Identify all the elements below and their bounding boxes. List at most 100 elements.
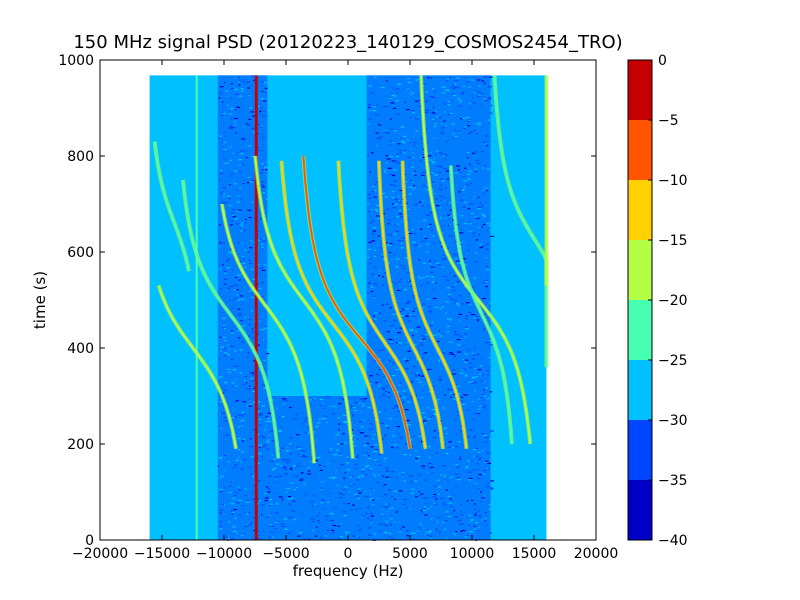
noise-speck (370, 446, 374, 448)
noise-speck (484, 441, 487, 443)
noise-speck (266, 448, 270, 450)
noise-speck (485, 485, 490, 487)
noise-speck (265, 349, 270, 351)
noise-speck (284, 472, 287, 475)
noise-speck (484, 205, 486, 207)
noise-speck (474, 168, 477, 170)
plot-area (99, 59, 597, 542)
noise-speck (354, 445, 357, 447)
noise-speck (250, 456, 255, 458)
noise-speck (376, 373, 378, 375)
noise-speck (489, 188, 492, 190)
noise-speck (332, 460, 335, 462)
noise-speck (385, 520, 387, 522)
noise-speck (420, 509, 422, 511)
noise-speck (450, 396, 453, 398)
noise-speck (222, 264, 224, 266)
noise-speck (422, 420, 427, 422)
noise-speck (451, 447, 455, 449)
noise-speck (246, 82, 248, 84)
noise-speck (472, 97, 474, 99)
noise-speck (307, 538, 311, 540)
noise-speck (230, 83, 233, 85)
noise-speck (331, 532, 335, 534)
noise-speck (300, 472, 304, 474)
noise-speck (428, 468, 431, 470)
noise-speck (464, 361, 468, 363)
noise-speck (346, 534, 349, 536)
noise-speck (312, 505, 314, 507)
noise-speck (468, 362, 472, 364)
noise-speck (476, 319, 480, 321)
noise-speck (286, 462, 290, 464)
noise-speck (227, 537, 231, 539)
noise-speck (389, 243, 393, 245)
noise-speck (225, 162, 229, 164)
noise-speck (283, 518, 288, 520)
noise-speck (394, 217, 396, 219)
noise-speck (266, 491, 271, 493)
noise-speck (361, 405, 365, 407)
noise-speck (424, 479, 428, 481)
noise-speck (382, 395, 386, 397)
noise-speck (226, 354, 230, 356)
noise-speck (289, 443, 293, 445)
noise-speck (232, 216, 236, 218)
noise-speck (355, 422, 357, 424)
noise-speck (440, 132, 445, 134)
noise-speck (415, 457, 418, 459)
noise-speck (285, 396, 287, 398)
noise-speck (478, 515, 482, 517)
noise-speck (223, 504, 226, 506)
noise-speck (474, 512, 478, 514)
noise-speck (361, 515, 365, 517)
noise-speck (384, 506, 389, 508)
noise-speck (457, 97, 460, 99)
noise-speck (328, 538, 330, 540)
noise-speck (378, 464, 382, 466)
noise-speck (452, 252, 455, 255)
noise-speck (458, 99, 462, 101)
noise-speck (261, 240, 266, 242)
noise-speck (395, 369, 400, 371)
noise-speck (379, 380, 382, 382)
noise-speck (413, 314, 416, 316)
noise-speck (315, 426, 319, 428)
noise-speck (475, 123, 477, 125)
noise-speck (464, 328, 469, 330)
noise-speck (223, 389, 228, 391)
noise-speck (371, 92, 374, 94)
noise-speck (235, 459, 239, 461)
noise-speck (439, 497, 444, 499)
noise-speck (408, 186, 412, 188)
noise-speck (482, 356, 484, 358)
noise-speck (249, 247, 253, 249)
noise-speck (463, 344, 465, 346)
noise-speck (261, 246, 264, 248)
noise-speck (445, 427, 448, 429)
noise-speck (230, 98, 233, 100)
noise-speck (229, 197, 231, 199)
noise-speck (393, 130, 397, 132)
noise-speck (448, 235, 452, 237)
noise-speck (229, 147, 231, 149)
noise-speck (416, 359, 419, 361)
noise-speck (373, 451, 377, 453)
noise-speck (350, 485, 353, 487)
noise-speck (382, 495, 384, 497)
noise-speck (290, 497, 294, 499)
noise-speck (414, 394, 418, 396)
noise-speck (223, 278, 228, 280)
noise-speck (316, 515, 319, 517)
noise-speck (424, 112, 428, 114)
noise-speck (486, 452, 491, 454)
noise-speck (346, 456, 349, 458)
noise-speck (441, 123, 443, 125)
noise-speck (275, 479, 278, 481)
noise-speck (463, 206, 465, 208)
noise-speck (395, 511, 398, 513)
noise-speck (423, 335, 426, 337)
noise-speck (407, 271, 410, 274)
noise-speck (221, 505, 223, 507)
noise-speck (446, 80, 449, 82)
